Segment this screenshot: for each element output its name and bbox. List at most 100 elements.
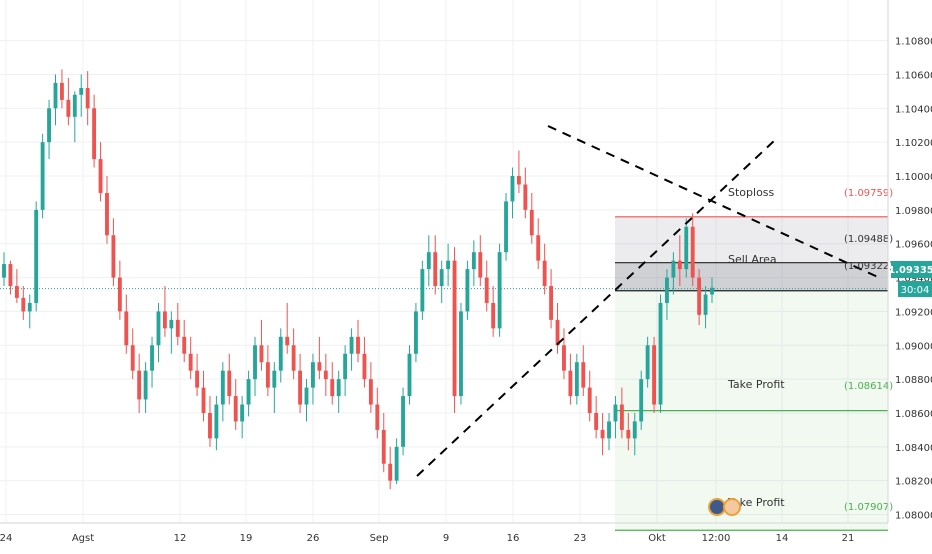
candle-body — [710, 287, 714, 295]
candle-body — [471, 252, 476, 270]
candle-body — [523, 184, 528, 210]
candle-body — [388, 463, 393, 481]
event-marker-flag-icon[interactable] — [708, 498, 726, 516]
candle-body — [594, 412, 599, 430]
candle-body — [111, 235, 116, 278]
candle-body — [343, 353, 348, 380]
candle-body — [66, 99, 71, 117]
candle-body — [227, 370, 232, 397]
downtrend-line — [547, 125, 881, 279]
level-1-price: (1.09488) — [844, 234, 893, 245]
candle-body — [40, 142, 45, 210]
candle-body — [47, 108, 51, 143]
price-tick-label: 1.10000 — [895, 172, 932, 183]
candle-body — [182, 336, 187, 354]
candle-body — [446, 260, 451, 270]
candle-body — [510, 176, 515, 202]
price-axis[interactable]: 1.10800 1.10600 1.10400 1.10200 1.10000 1.098… — [0, 0, 932, 524]
candle-body — [516, 176, 521, 185]
candle-body — [14, 286, 19, 298]
candle-body — [272, 370, 277, 388]
candle-body — [658, 302, 663, 405]
candle-body — [143, 370, 148, 400]
candle-body — [162, 311, 167, 329]
candle-body — [92, 108, 97, 160]
price-tick-label: 1.10400 — [895, 104, 932, 115]
price-tick-label: 1.10200 — [895, 138, 932, 149]
candle-body — [459, 311, 463, 397]
candle-body — [2, 264, 6, 278]
candle-body — [291, 345, 296, 371]
countdown-box — [898, 281, 932, 297]
candle-body — [240, 404, 245, 422]
candle-body — [568, 370, 573, 397]
time-axis[interactable]: 24 Agst 12 19 26 Sep 9 16 23 Okt 12:00 14 21 — [0, 533, 854, 544]
candle-body — [201, 387, 206, 413]
candle-body — [220, 370, 225, 405]
candle-body — [677, 260, 682, 270]
candle-body — [278, 336, 283, 371]
candle-body — [117, 277, 122, 312]
candle-body — [562, 345, 566, 371]
candle-body — [607, 421, 611, 439]
candle-body — [53, 82, 58, 109]
candle-body — [169, 319, 174, 329]
candle-body — [652, 345, 657, 405]
candle-body — [368, 379, 373, 405]
candle-body — [394, 446, 399, 481]
price-tick-label: 1.09000 — [895, 341, 932, 352]
candle-body — [124, 311, 129, 346]
time-tick-label: 12:00 — [702, 533, 731, 544]
price-tick-label: 1.10600 — [895, 70, 932, 81]
candle-body — [233, 396, 238, 422]
time-tick-label: Agst — [72, 533, 94, 544]
take-profit-2-price: (1.07907) — [844, 502, 893, 513]
candle-body — [362, 353, 367, 380]
candle-body — [555, 319, 560, 346]
candle-body — [98, 159, 103, 193]
candle-body — [619, 404, 624, 430]
time-tick-label: 24 — [0, 533, 12, 544]
price-tick-label: 1.08000 — [895, 511, 932, 522]
candle-body — [639, 379, 644, 422]
candle-body — [401, 396, 405, 447]
candle-body — [549, 286, 554, 320]
take-profit-2-label: Take Profit — [727, 496, 785, 509]
take-profit-1-price: (1.08614) — [844, 381, 893, 392]
candle-body — [671, 260, 676, 278]
take-profit-1-label: Take Profit — [727, 378, 785, 391]
candle-body — [632, 421, 637, 439]
candle-body — [703, 294, 708, 315]
event-markers[interactable] — [708, 498, 741, 516]
candle-body — [298, 370, 303, 405]
price-tick-label: 1.10800 — [895, 37, 932, 48]
candle-body — [381, 429, 386, 464]
candle-body — [645, 345, 650, 380]
candle-body — [323, 370, 328, 380]
stoploss-zone — [615, 216, 888, 263]
stoploss-label: Stoploss — [728, 186, 775, 199]
time-tick-label: 14 — [776, 533, 789, 544]
candle-body — [79, 88, 84, 95]
candle-body — [265, 362, 270, 388]
candle-body — [156, 311, 161, 346]
candle-body — [600, 429, 605, 439]
time-tick-label: Sep — [370, 533, 389, 544]
candle-body — [34, 209, 39, 303]
current-price-tag: 1.09335 30:04 — [888, 261, 932, 297]
current-price-box — [891, 261, 932, 278]
candle-body — [356, 336, 360, 354]
candles — [2, 69, 714, 490]
candle-body — [665, 277, 669, 303]
candle-body — [175, 319, 180, 337]
candle-body — [317, 362, 322, 371]
candle-body — [336, 379, 341, 397]
event-marker-calendar-icon[interactable] — [723, 498, 741, 516]
candle-body — [420, 269, 425, 312]
price-tick-label: 1.08200 — [895, 477, 932, 488]
price-tick-label: 1.09800 — [895, 206, 932, 217]
candle-body — [195, 370, 200, 388]
candle-body — [214, 404, 219, 439]
